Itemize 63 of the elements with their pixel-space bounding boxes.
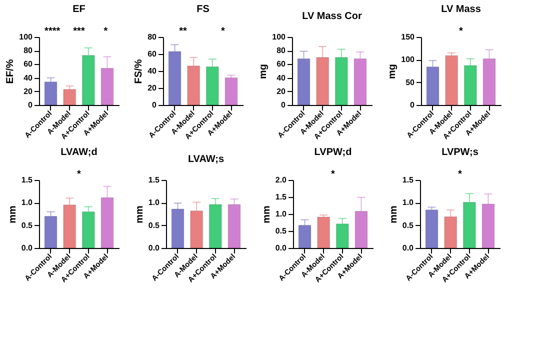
y-axis-title: EF/% — [5, 59, 16, 84]
y-tick-label: 100 — [272, 32, 286, 42]
y-tick-label: 60 — [148, 50, 158, 58]
y-axis-title: mm — [134, 206, 146, 224]
y-axis-title: FS/% — [134, 59, 145, 84]
y-tick-label: 0.0 — [148, 244, 160, 252]
y-axis-title: mm — [388, 206, 400, 224]
chart-title: LVPW;s — [442, 147, 479, 158]
y-tick-label: 0.5 — [148, 220, 160, 230]
y-tick-label: 60 — [276, 60, 286, 69]
y-tick-label: 80 — [24, 46, 34, 56]
y-tick-label: 1.5 — [402, 176, 414, 184]
y-tick-label: 40 — [24, 73, 34, 82]
text: * — [77, 169, 82, 180]
text: *** — [73, 26, 85, 37]
y-tick-label: 1.5 — [275, 192, 288, 202]
y-tick-label: 20 — [276, 86, 286, 96]
y-tick-label: 150 — [401, 32, 416, 42]
y-tick-label: 1.5 — [21, 176, 34, 184]
y-tick-label: 1.0 — [275, 210, 288, 218]
text: * — [221, 26, 226, 37]
y-tick-label: 100 — [19, 32, 34, 42]
y-tick-label: 0.5 — [21, 220, 34, 230]
y-tick-label: 20 — [148, 84, 158, 92]
y-tick-label: 80 — [276, 46, 286, 56]
chart-title: LV Mass Cor — [302, 11, 362, 22]
y-tick-label: 0 — [281, 100, 286, 110]
y-tick-label: 0 — [152, 100, 158, 110]
y-axis-title: mm — [261, 206, 272, 224]
text: * — [331, 169, 336, 180]
y-axis-title: mg — [387, 64, 398, 79]
y-tick-label: 2.0 — [275, 176, 288, 184]
chart-title: LVPW;d — [314, 147, 352, 158]
y-tick-label: 1.0 — [402, 198, 414, 208]
y-tick-label: 50 — [406, 78, 416, 87]
chart-title: LVAW;s — [188, 154, 224, 165]
y-tick-label: 0.0 — [402, 244, 414, 252]
y-tick-label: 0.5 — [275, 226, 288, 236]
y-tick-label: 0 — [410, 100, 416, 110]
chart-title: FS — [196, 4, 210, 15]
y-tick-label: 0 — [28, 100, 34, 110]
y-tick-label: 0.0 — [275, 244, 288, 252]
y-tick-label: 20 — [24, 86, 34, 96]
chart-title: LV Mass — [441, 4, 482, 15]
y-axis-title: mg — [258, 64, 270, 79]
y-tick-label: 1.0 — [21, 198, 34, 208]
text: * — [459, 26, 464, 37]
y-tick-label: 100 — [401, 55, 416, 64]
text: ** — [179, 26, 187, 37]
y-tick-label: 1.5 — [148, 176, 160, 184]
text: **** — [44, 26, 60, 37]
y-tick-label: 1.0 — [148, 198, 160, 208]
y-tick-label: 60 — [24, 60, 34, 69]
y-axis-title: mm — [7, 206, 18, 224]
text: * — [458, 169, 462, 180]
text: * — [104, 26, 108, 37]
y-tick-label: 0.5 — [402, 220, 414, 230]
chart-title: EF — [72, 4, 86, 15]
y-tick-label: 40 — [148, 66, 158, 76]
y-tick-label: 80 — [148, 32, 158, 42]
y-tick-label: 0.0 — [21, 244, 34, 252]
chart-title: LVAW;d — [60, 147, 98, 158]
y-tick-label: 40 — [276, 73, 286, 82]
